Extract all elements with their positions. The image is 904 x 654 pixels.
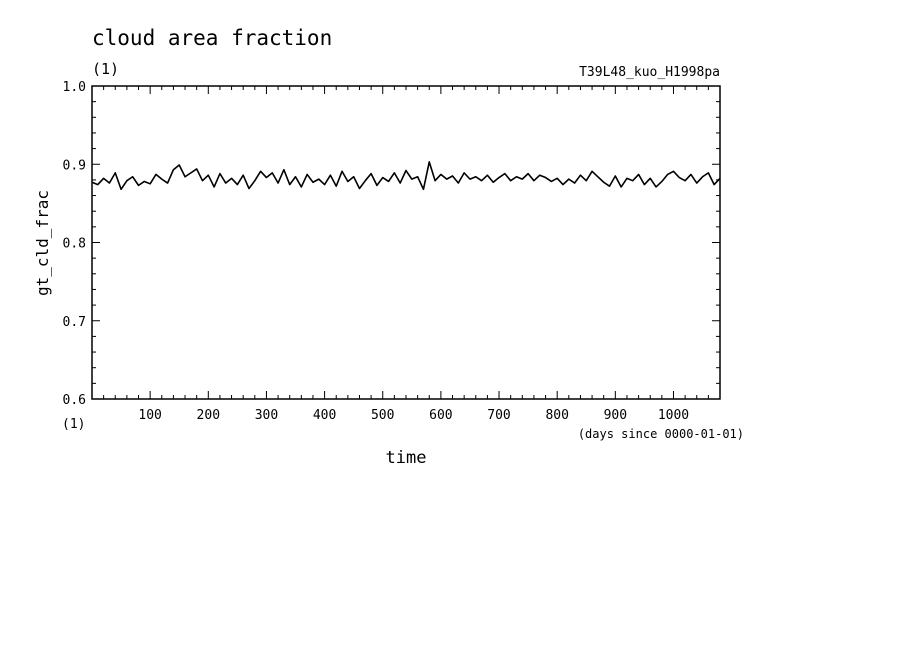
x-tick-label: 800 bbox=[545, 408, 568, 423]
experiment-label: T39L48_kuo_H1998pa bbox=[579, 65, 720, 80]
x-tick-label: 100 bbox=[138, 408, 161, 423]
x-tick-label: 900 bbox=[604, 408, 627, 423]
y-tick-labels: 0.6 0.7 0.8 0.9 1.0 bbox=[63, 80, 86, 408]
x-axis-units: (days since 0000-01-01) bbox=[578, 427, 744, 441]
title-units: (1) bbox=[92, 60, 119, 78]
x-tick-label: 700 bbox=[487, 408, 510, 423]
y-tick-label: 0.8 bbox=[63, 237, 86, 252]
x-tick-label: 500 bbox=[371, 408, 394, 423]
y-tick-label: 0.6 bbox=[63, 393, 86, 408]
x-tick-label: 1000 bbox=[658, 408, 689, 423]
y-tick-label: 0.9 bbox=[63, 158, 86, 173]
y-axis-units: (1) bbox=[62, 417, 85, 432]
x-tick-label: 400 bbox=[313, 408, 336, 423]
x-tick-label: 300 bbox=[255, 408, 278, 423]
x-tick-label: 200 bbox=[197, 408, 220, 423]
series-line bbox=[91, 161, 721, 191]
x-tick-labels: 100 200 300 400 500 600 700 800 900 1000 bbox=[138, 408, 689, 423]
y-axis-label: gt_cld_frac bbox=[33, 190, 52, 296]
y-tick-label: 1.0 bbox=[63, 80, 86, 95]
axis-ticks bbox=[92, 86, 720, 399]
plot-frame bbox=[91, 85, 721, 400]
x-tick-label: 600 bbox=[429, 408, 452, 423]
x-axis-label: time bbox=[386, 448, 427, 468]
chart-title: cloud area fraction bbox=[92, 26, 332, 50]
y-tick-label: 0.7 bbox=[63, 315, 86, 330]
